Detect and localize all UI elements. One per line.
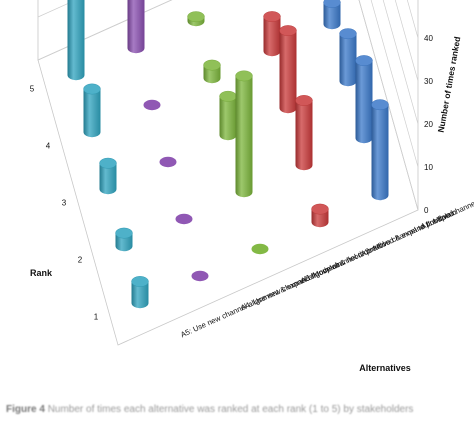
bar-1-rank-1 xyxy=(371,99,389,201)
bar-top xyxy=(279,25,297,37)
bar-body xyxy=(83,89,101,138)
gridline xyxy=(382,0,419,125)
bar-zero-disc xyxy=(159,156,177,168)
bar-top xyxy=(295,95,313,106)
bar-top xyxy=(187,11,205,23)
bar-body xyxy=(339,33,357,87)
bar-4-rank-2 xyxy=(175,213,193,225)
bar-body xyxy=(131,281,149,309)
bar-top xyxy=(263,11,281,23)
bar-body xyxy=(219,96,237,141)
bar-5-rank-1 xyxy=(131,276,149,309)
bar-5-rank-2 xyxy=(115,227,133,252)
rank-tick-label: 1 xyxy=(94,313,99,322)
bar-2-rank-1 xyxy=(311,203,329,228)
rank-tick-label: 2 xyxy=(78,256,83,265)
bar-top xyxy=(99,157,117,169)
bar-body xyxy=(295,100,313,171)
bar-body xyxy=(235,75,253,198)
bar-body xyxy=(279,30,297,114)
bar-3-rank-2 xyxy=(235,70,253,198)
bar-top xyxy=(311,203,329,215)
bar-4-rank-5 xyxy=(127,0,145,54)
rank-axis-title: Rank xyxy=(30,268,53,278)
bar-body xyxy=(263,16,281,57)
bar-4-rank-1 xyxy=(191,270,209,282)
bar-top xyxy=(371,99,389,111)
bar-top xyxy=(219,90,237,102)
bar-body xyxy=(127,0,145,54)
gridline xyxy=(37,0,419,168)
bar-5-rank-5 xyxy=(67,0,85,81)
bar-4-rank-3 xyxy=(159,156,177,168)
bar-2-rank-4 xyxy=(263,11,281,57)
bar-top xyxy=(131,276,149,287)
rank-tick-label: 5 xyxy=(30,85,35,94)
bar-body xyxy=(371,104,389,201)
bar-top xyxy=(323,0,341,8)
chart-bars xyxy=(67,0,389,309)
alternatives-axis-title: Alternatives xyxy=(359,363,411,373)
z-tick-label: 30 xyxy=(424,77,433,86)
bar-3-rank-4 xyxy=(203,59,221,84)
bar-3-rank-1 xyxy=(251,243,269,255)
bar-zero-disc xyxy=(175,213,193,225)
rank-tick-label: 4 xyxy=(46,142,51,151)
bar-body xyxy=(99,163,117,195)
bar-top xyxy=(355,55,373,66)
z-tick-label: 10 xyxy=(424,163,433,172)
z-tick-label: 40 xyxy=(424,34,433,43)
figure-caption: Figure 4 Number of times each alternativ… xyxy=(6,404,474,420)
bar-1-rank-4 xyxy=(323,0,341,30)
bar-zero-disc xyxy=(143,99,161,111)
bar-3-rank-5 xyxy=(187,11,205,27)
bar-zero-disc xyxy=(191,270,209,282)
bar-2-rank-2 xyxy=(295,95,313,171)
bar-5-rank-3 xyxy=(99,157,117,195)
bar-top xyxy=(83,83,101,95)
bar-3-rank-3 xyxy=(219,90,237,141)
bar-4-rank-4 xyxy=(143,99,161,111)
figure-caption-label: Figure 4 xyxy=(6,404,45,415)
z-tick-label: 0 xyxy=(424,206,429,215)
bar-1-rank-2 xyxy=(355,55,373,144)
bar-top xyxy=(203,59,221,71)
bar-body xyxy=(355,60,373,144)
z-tick-label: 20 xyxy=(424,120,433,129)
bar-2-rank-3 xyxy=(279,25,297,114)
bar-body xyxy=(67,0,85,81)
bar-top xyxy=(339,28,357,40)
chart-floor xyxy=(37,0,419,346)
bar-top xyxy=(115,227,133,239)
z-axis-title: Number of times ranked xyxy=(436,36,463,134)
bar-1-rank-3 xyxy=(339,28,357,87)
rank-tick-label: 3 xyxy=(62,199,67,208)
bar-body xyxy=(323,2,341,30)
bar-5-rank-4 xyxy=(83,83,101,138)
bar-zero-disc xyxy=(251,243,269,255)
bar-top xyxy=(235,70,253,82)
chart-walls xyxy=(37,0,419,346)
figure-caption-text: Number of times each alternative was ran… xyxy=(47,404,414,415)
